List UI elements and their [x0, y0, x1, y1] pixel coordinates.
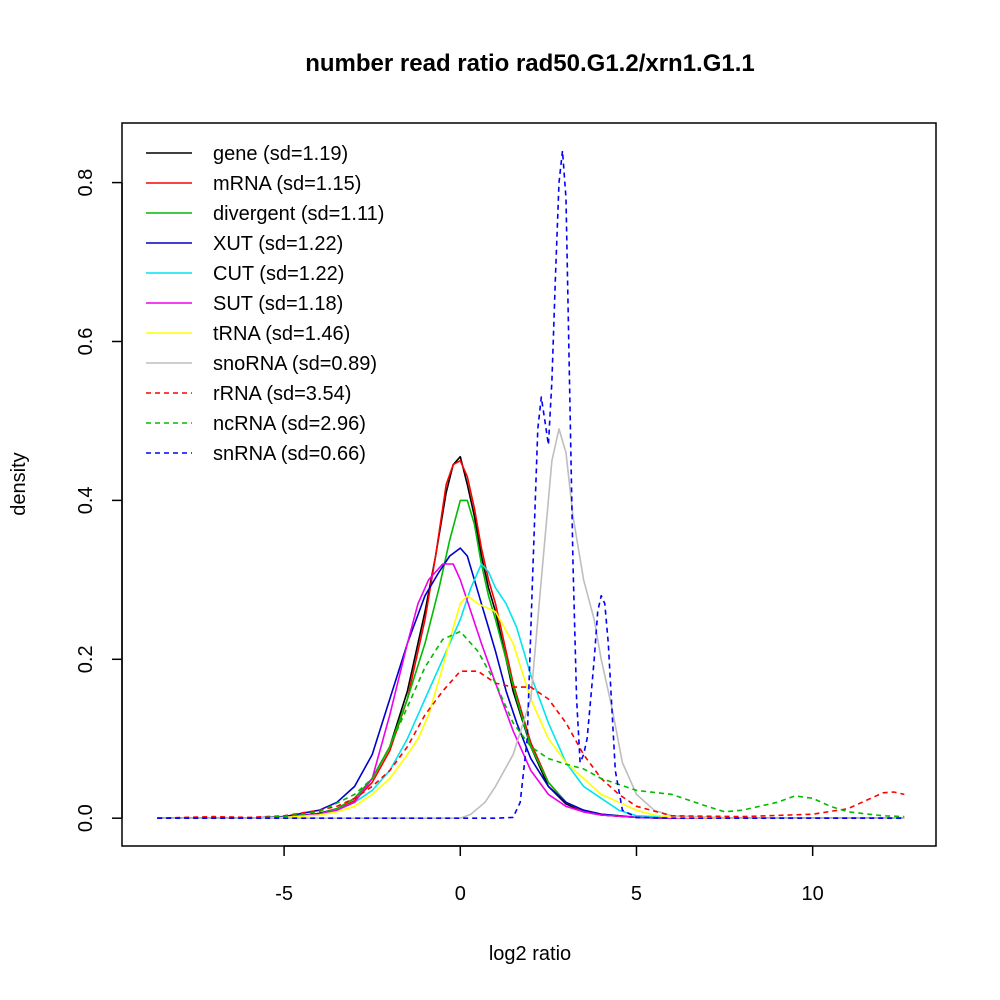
series-lines: [157, 150, 905, 820]
legend-label-XUT: XUT (sd=1.22): [213, 233, 343, 255]
legend-label-SUT: SUT (sd=1.18): [213, 293, 343, 315]
y-tick-label: 0.6: [75, 328, 97, 356]
y-tick-label: 0.8: [75, 169, 97, 197]
series-line-gene: [157, 455, 905, 820]
legend-label-tRNA: tRNA (sd=1.46): [213, 323, 350, 345]
series-line-XUT: [157, 547, 905, 820]
legend-label-gene: gene (sd=1.19): [213, 143, 348, 165]
legend-label-mRNA: mRNA (sd=1.15): [213, 173, 361, 195]
x-tick-label: 0: [455, 883, 466, 905]
chart-title: number read ratio rad50.G1.2/xrn1.G1.1: [305, 50, 755, 77]
x-axis: -5 0 5 10: [275, 845, 824, 905]
series-line-snoRNA: [157, 428, 905, 820]
series-line-SUT: [157, 563, 905, 820]
series-line-tRNA: [157, 594, 905, 820]
y-axis-label: density: [8, 452, 30, 515]
legend-label-ncRNA: ncRNA (sd=2.96): [213, 413, 366, 435]
series-line-ncRNA: [157, 630, 905, 820]
legend: gene (sd=1.19) mRNA (sd=1.15) divergent (s…: [146, 143, 384, 465]
x-tick-label: 10: [802, 883, 824, 905]
y-tick-label: 0.2: [75, 645, 97, 673]
legend-label-snoRNA: snoRNA (sd=0.89): [213, 353, 377, 375]
legend-label-rRNA: rRNA (sd=3.54): [213, 383, 351, 405]
series-line-rRNA: [157, 670, 905, 819]
x-tick-label: -5: [275, 883, 293, 905]
legend-label-CUT: CUT (sd=1.22): [213, 263, 344, 285]
series-line-snRNA: [157, 150, 905, 820]
x-axis-label: log2 ratio: [489, 943, 571, 965]
y-tick-label: 0.4: [75, 486, 97, 514]
x-tick-label: 5: [631, 883, 642, 905]
y-tick-label: 0.0: [75, 804, 97, 832]
legend-label-divergent: divergent (sd=1.11): [213, 203, 384, 225]
legend-label-snRNA: snRNA (sd=0.66): [213, 443, 366, 465]
y-axis: 0.0 0.2 0.4 0.6 0.8: [75, 169, 123, 832]
